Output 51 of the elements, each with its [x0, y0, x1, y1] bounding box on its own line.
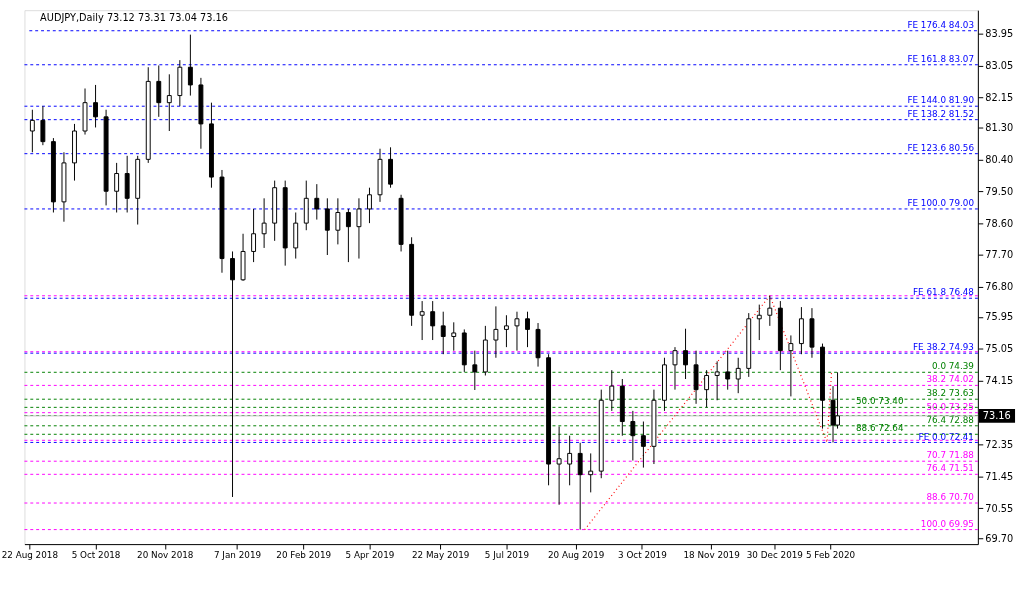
x-tick-label: 5 Feb 2020 [805, 550, 856, 561]
ref-line-label: FE 123.6 80.56 [907, 142, 975, 153]
x-tick-label: 20 Nov 2018 [137, 550, 194, 561]
x-tick-label: 20 Aug 2019 [547, 550, 605, 561]
ref-line-label: 70.7 71.88 [926, 450, 974, 461]
y-tick-label: 82.15 [985, 91, 1014, 103]
ref-line-label: 50.0 73.40 [855, 396, 904, 407]
y-tick-label: 80.40 [985, 153, 1014, 165]
x-tick-label: 5 Oct 2018 [71, 550, 121, 561]
y-tick-label: 75.95 [985, 311, 1014, 323]
ref-line-label: 88.6 72.64 [855, 423, 904, 434]
y-tick-label: 81.30 [985, 121, 1014, 133]
y-tick-label: 71.45 [985, 470, 1014, 482]
ref-line-label: FE 138.2 81.52 [907, 108, 974, 119]
y-tick-label: 70.55 [985, 502, 1014, 514]
x-tick-label: 22 May 2019 [412, 550, 470, 561]
x-tick-label: 18 Nov 2019 [683, 550, 740, 561]
ref-line-label: 100.0 69.95 [920, 518, 974, 529]
ref-line-label: 76.4 71.51 [926, 463, 974, 474]
x-tick-label: 30 Dec 2019 [746, 550, 803, 561]
y-tick-label: 78.60 [985, 217, 1014, 229]
ref-line-label: FE 38.2 74.93 [912, 342, 974, 353]
y-tick-label: 83.05 [985, 59, 1014, 71]
x-tick-label: 5 Apr 2019 [345, 550, 395, 561]
ref-line-label: FE 144.0 81.90 [907, 95, 975, 106]
y-tick-label: 75.05 [985, 343, 1014, 355]
ref-line-label: 88.6 70.70 [926, 492, 975, 503]
y-tick-label: 77.70 [985, 249, 1014, 261]
x-tick-label: 5 Jul 2019 [484, 550, 530, 561]
x-tick-label: 7 Jan 2019 [213, 550, 262, 561]
x-tick-label: 3 Oct 2019 [617, 550, 667, 561]
ref-line-label: 0.0 74.39 [931, 361, 974, 372]
ref-line-label: 50.0 73.25 [926, 401, 974, 412]
ref-line-label: FE 61.8 76.48 [912, 287, 974, 298]
y-tick-label: 79.50 [985, 185, 1014, 197]
ref-line-label: FE 161.8 83.07 [907, 53, 974, 64]
y-tick-label: 76.80 [985, 281, 1014, 293]
x-tick-label: 22 Aug 2018 [1, 550, 59, 561]
ref-line-label: 38.2 74.02 [926, 374, 974, 385]
ref-line-label: 38.2 73.63 [926, 388, 974, 399]
x-tick-label: 20 Feb 2019 [276, 550, 332, 561]
y-tick-label: 83.95 [985, 28, 1014, 39]
ref-line-label: 76.4 72.88 [926, 414, 974, 425]
y-tick-label: 69.70 [985, 532, 1014, 544]
y-tick-label: 74.15 [985, 375, 1014, 387]
y-tick-label: 72.35 [985, 438, 1014, 450]
ref-line-label: FE 0.0 72.41 [918, 431, 974, 442]
chart-title: AUDJPY,Daily 73.12 73.31 73.04 73.16 [40, 11, 229, 23]
ref-line-label: FE 100.0 79.00 [907, 198, 975, 209]
ref-line-label: 73.16 [982, 409, 1011, 421]
ref-line-label: FE 176.4 84.03 [907, 19, 974, 30]
